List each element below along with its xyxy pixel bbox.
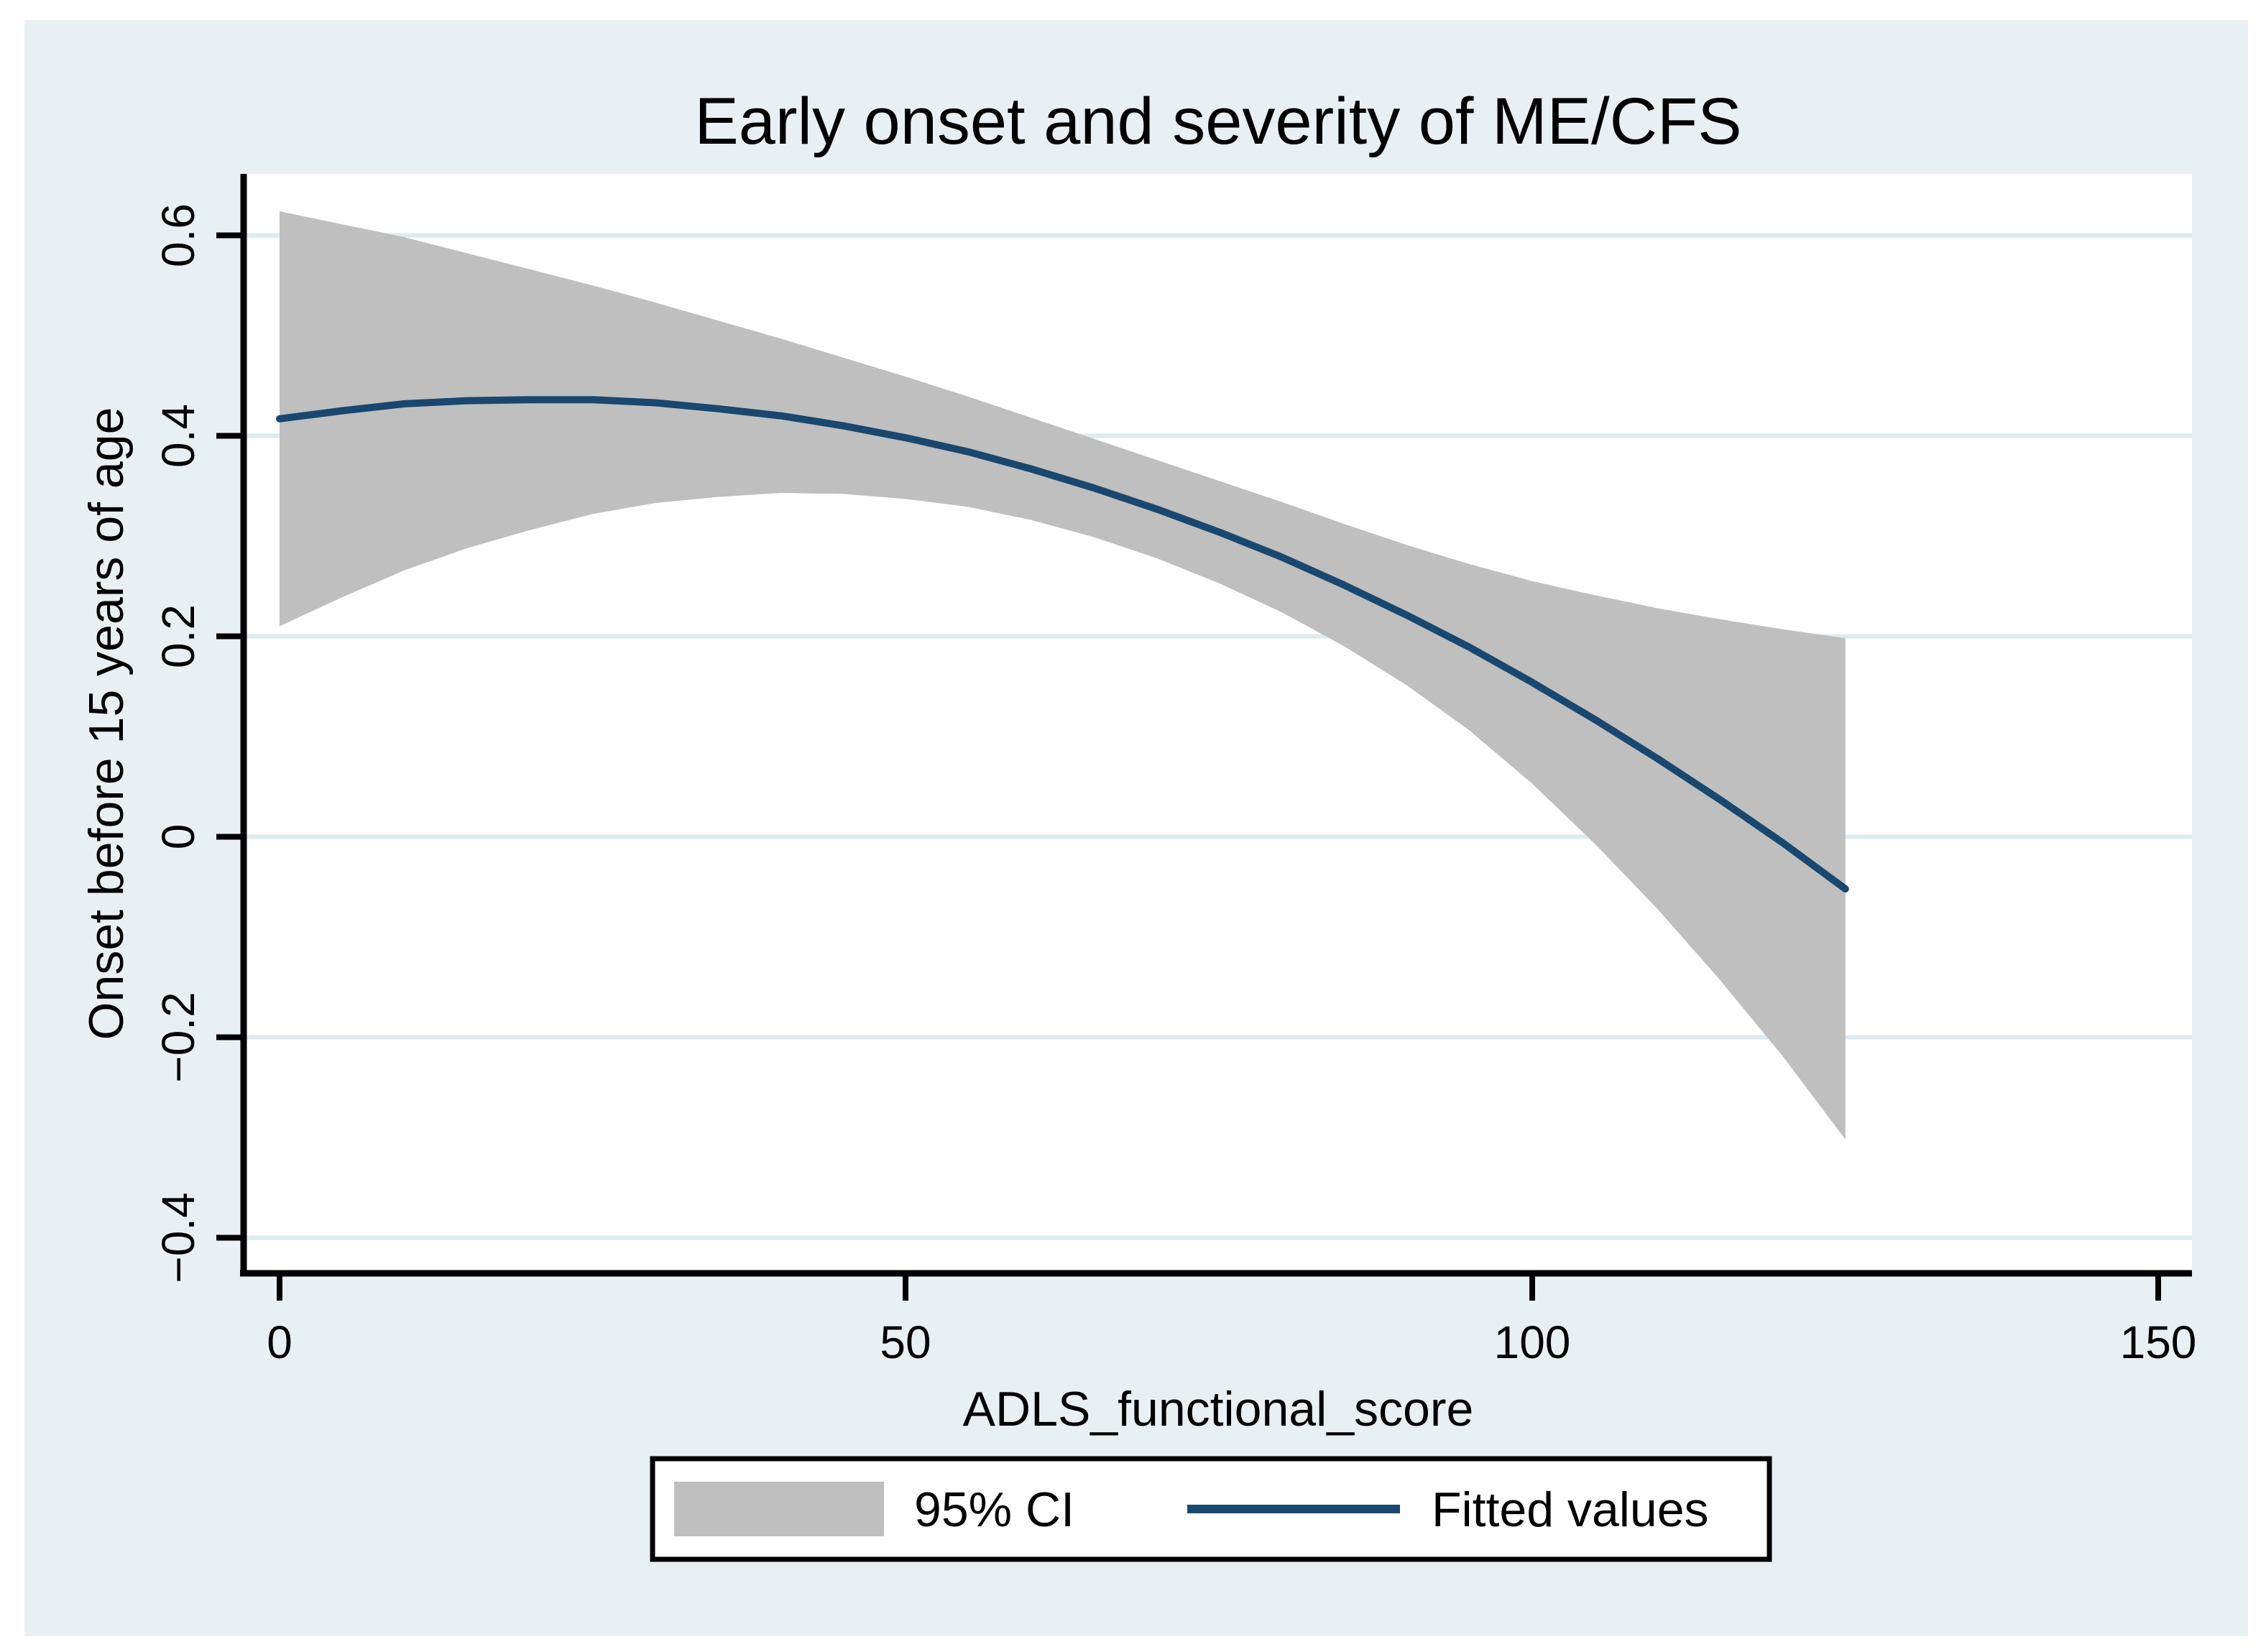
y-tick-label-neg0.2: −0.2 — [152, 992, 204, 1082]
y-tick-label-0: 0 — [152, 824, 204, 850]
x-axis-title: ADLS_functional_score — [963, 1382, 1474, 1436]
x-tick-label-150: 150 — [2120, 1316, 2197, 1368]
legend-ci-swatch — [674, 1482, 884, 1536]
y-gridlines — [247, 233, 2192, 1240]
y-ticks — [216, 232, 244, 1241]
x-ticks — [277, 1273, 2161, 1301]
y-tick-label-0.4: 0.4 — [152, 404, 204, 468]
fitted-line — [276, 396, 1849, 893]
ci-band — [280, 211, 1846, 1140]
y-tick-label-neg0.4: −0.4 — [152, 1192, 204, 1283]
y-tick-label-0.2: 0.2 — [152, 604, 204, 668]
x-tick-label-0: 0 — [267, 1316, 293, 1368]
x-tick-label-50: 50 — [880, 1316, 931, 1368]
x-tick-label-100: 100 — [1494, 1316, 1571, 1368]
chart-title: Early onset and severity of ME/CFS — [694, 85, 1741, 158]
y-tick-label-0.6: 0.6 — [152, 203, 204, 267]
legend: 95% CI Fitted values — [650, 1456, 1772, 1562]
legend-ci-label: 95% CI — [914, 1482, 1074, 1537]
legend-fitted-label: Fitted values — [1432, 1482, 1709, 1537]
y-axis-title: Onset before 15 years of age — [79, 407, 134, 1040]
